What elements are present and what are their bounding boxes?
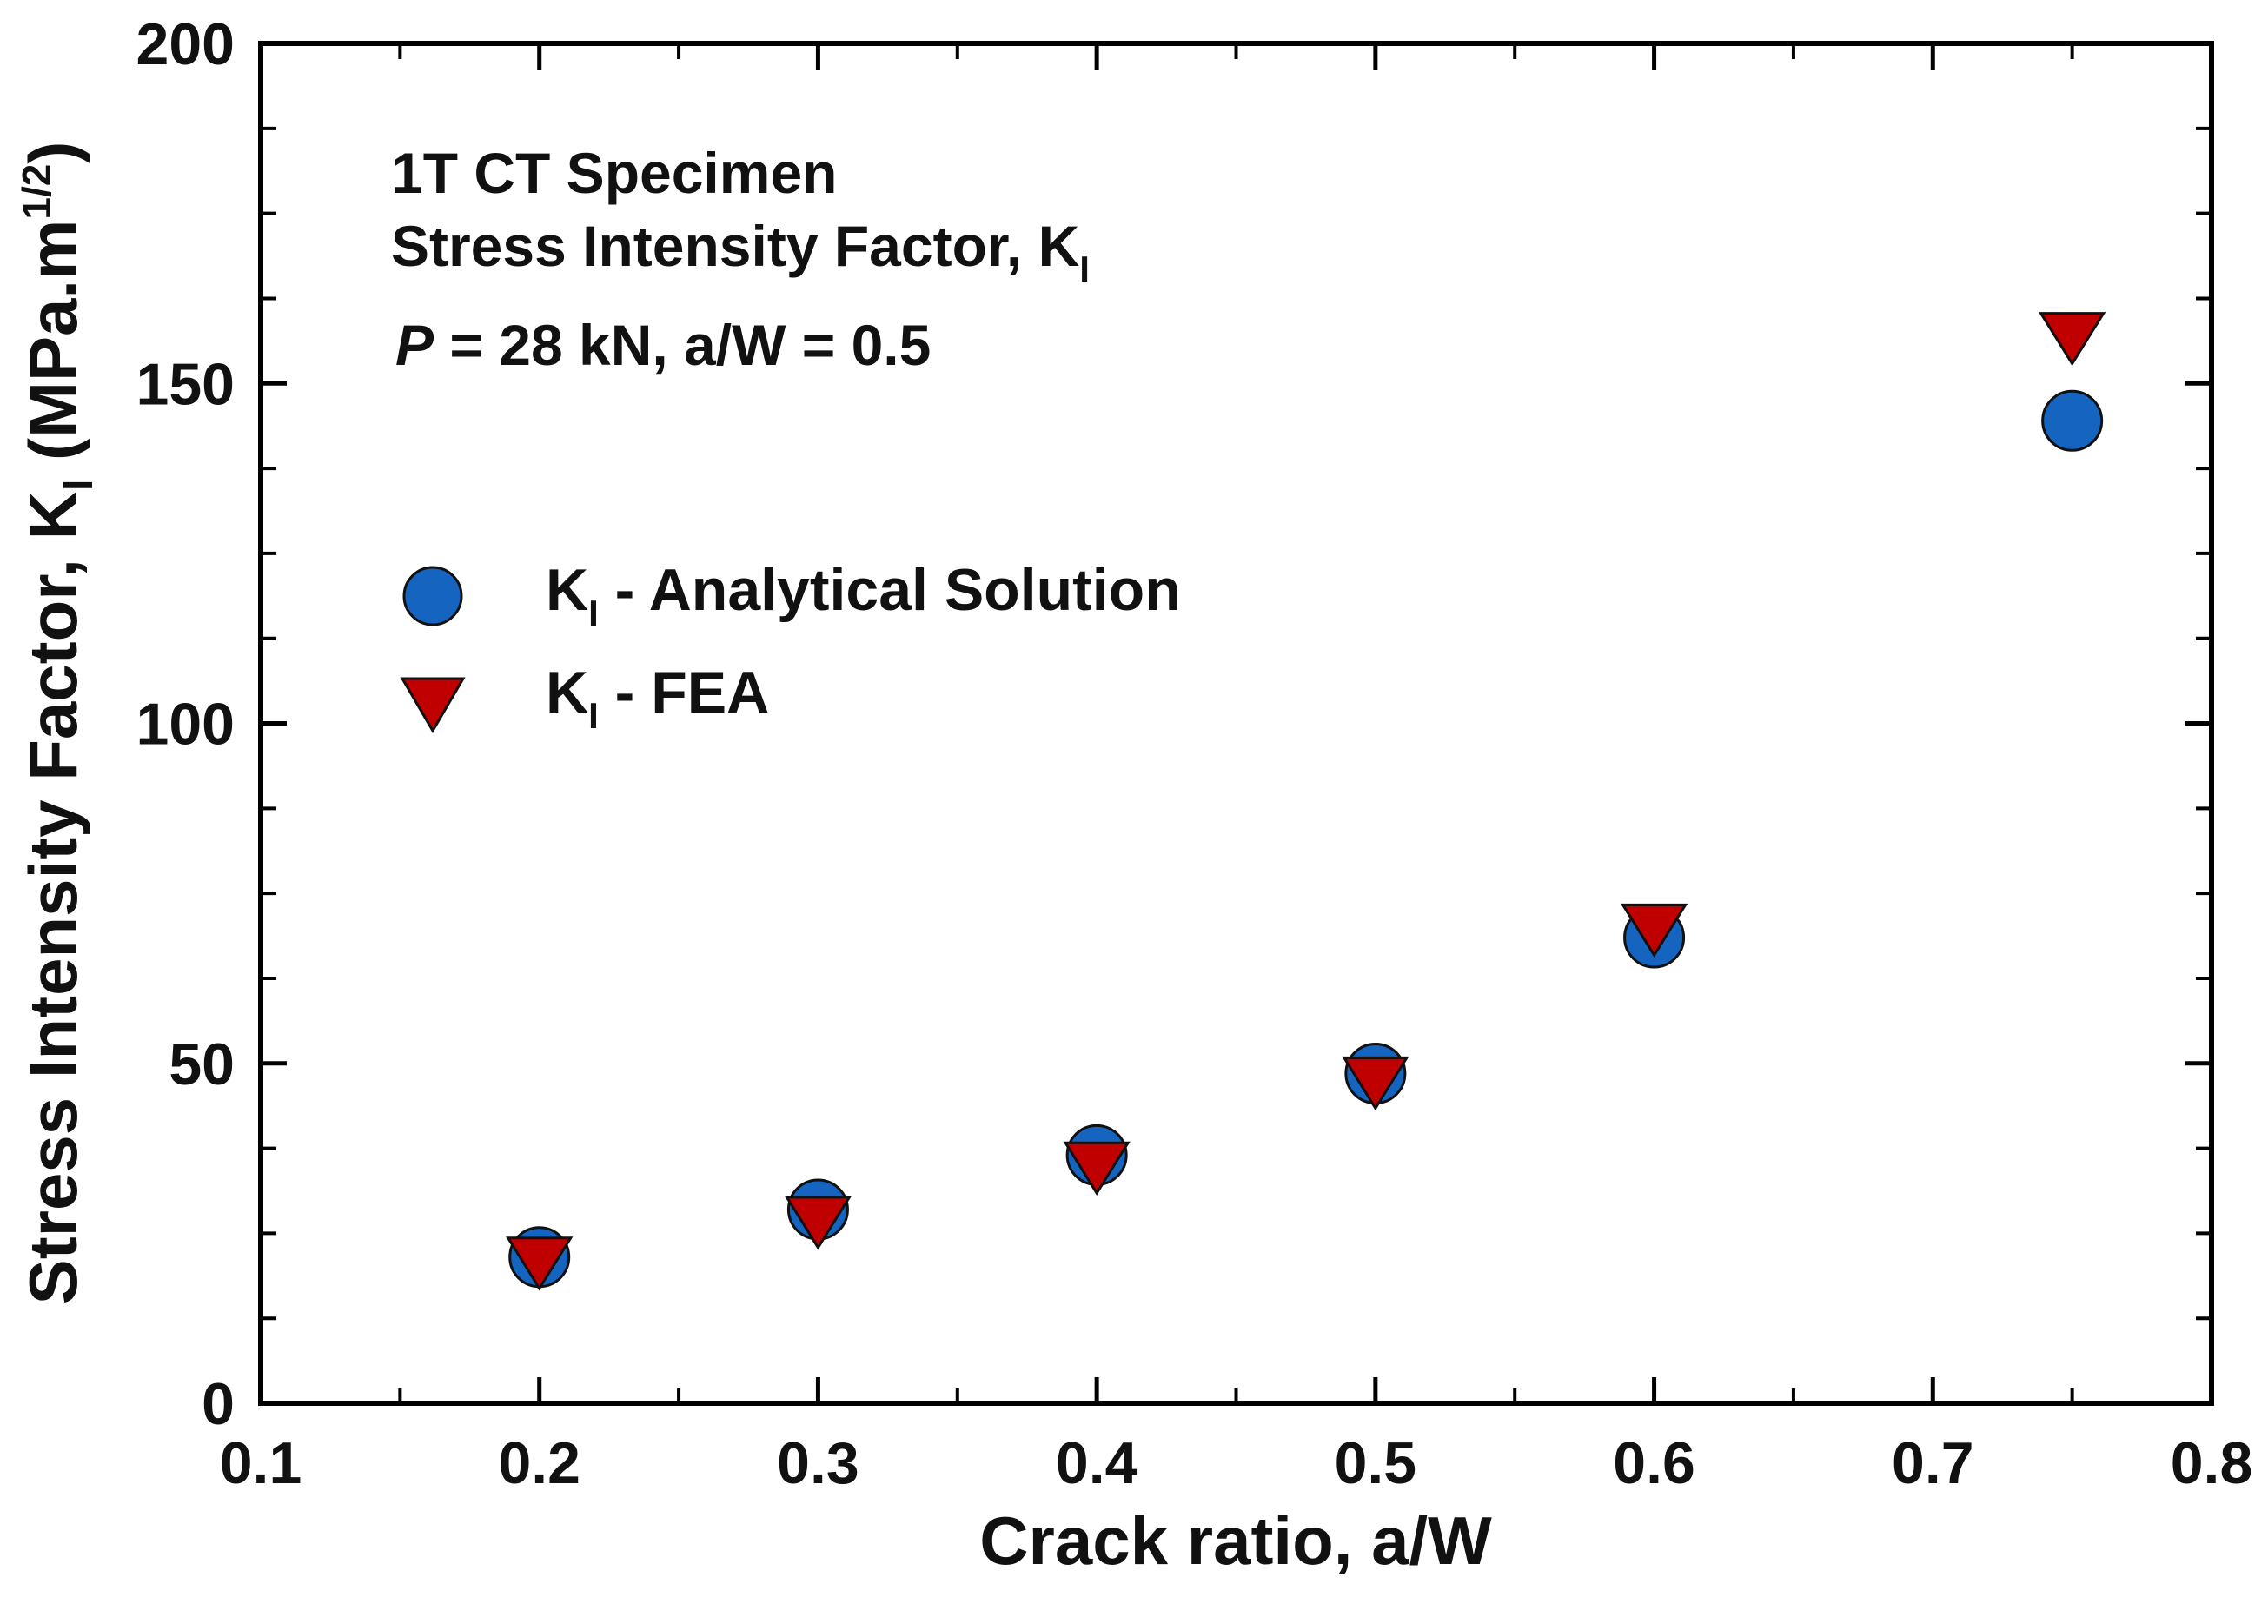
legend-label-analytical: KI - Analytical Solution xyxy=(546,557,1181,633)
legend-label-fea-main: K xyxy=(546,660,588,726)
annotation-load-symbol: P xyxy=(395,313,434,377)
legend-label-fea: KI - FEA xyxy=(546,660,769,736)
fea-point xyxy=(1342,1056,1409,1111)
fea-point xyxy=(1620,903,1688,958)
y-tick-label: 150 xyxy=(136,351,235,417)
fea-point xyxy=(506,1236,574,1291)
annotation-line-1: 1T CT Specimen xyxy=(391,141,837,205)
y-axis-title-subscript: I xyxy=(56,480,102,491)
y-tick-label: 50 xyxy=(169,1031,235,1097)
legend-label-analytical-main: K xyxy=(546,557,588,623)
legend-label-fea-rest: - FEA xyxy=(599,660,769,726)
x-tick-label: 0.3 xyxy=(777,1430,859,1496)
analytical-point xyxy=(2041,389,2104,452)
legend-label-analytical-subscript: I xyxy=(588,593,599,633)
plot-area-frame xyxy=(258,41,2214,1406)
annotation-line-2-subscript: I xyxy=(1079,249,1090,289)
annotation-line-3: P = 28 kN, a/W = 0.5 xyxy=(395,313,931,377)
x-tick-label: 0.7 xyxy=(1892,1430,1974,1496)
x-tick-label: 0.1 xyxy=(220,1430,302,1496)
y-axis-title: Stress Intensity Factor, KI (MPa.m1/2) xyxy=(14,142,102,1305)
annotation-load-value: = 28 kN, a/W = 0.5 xyxy=(434,313,931,377)
y-tick-label: 100 xyxy=(136,692,235,758)
y-axis-title-unit-superscript: 1/2 xyxy=(14,164,59,220)
y-axis-title-unit-close: ) xyxy=(15,142,91,164)
ticks-layer: 0.1 0.2 0.3 0.4 0.5 0.6 0.7 0.8 0 50 100 150 200 xyxy=(136,11,2253,1496)
annotation-line-2-main: Stress Intensity Factor, K xyxy=(391,214,1080,278)
x-tick-label: 0.5 xyxy=(1335,1430,1417,1496)
data-marks xyxy=(506,312,2106,1291)
x-tick-label: 0.4 xyxy=(1056,1430,1138,1496)
y-tick-label: 0 xyxy=(202,1371,235,1437)
x-axis-title: Crack ratio, a/W xyxy=(979,1502,1492,1579)
y-axis-title-main: Stress Intensity Factor, K xyxy=(15,491,91,1304)
legend: KI - Analytical Solution KI - FEA xyxy=(400,557,1181,736)
legend-label-analytical-rest: - Analytical Solution xyxy=(599,557,1181,623)
annotation-line-2: Stress Intensity Factor, KI xyxy=(391,214,1090,289)
x-tick-label: 0.8 xyxy=(2171,1430,2253,1496)
x-tick-label: 0.6 xyxy=(1613,1430,1695,1496)
legend-label-fea-subscript: I xyxy=(588,695,599,736)
fea-point xyxy=(784,1196,852,1250)
fea-point xyxy=(2038,312,2106,367)
legend-circle-marker xyxy=(402,566,463,626)
y-tick-label: 200 xyxy=(136,11,235,77)
legend-triangle-marker xyxy=(400,677,466,733)
y-axis-title-unit: (MPa.m xyxy=(15,220,91,480)
fea-point xyxy=(1063,1141,1131,1196)
x-tick-label: 0.2 xyxy=(498,1430,580,1496)
